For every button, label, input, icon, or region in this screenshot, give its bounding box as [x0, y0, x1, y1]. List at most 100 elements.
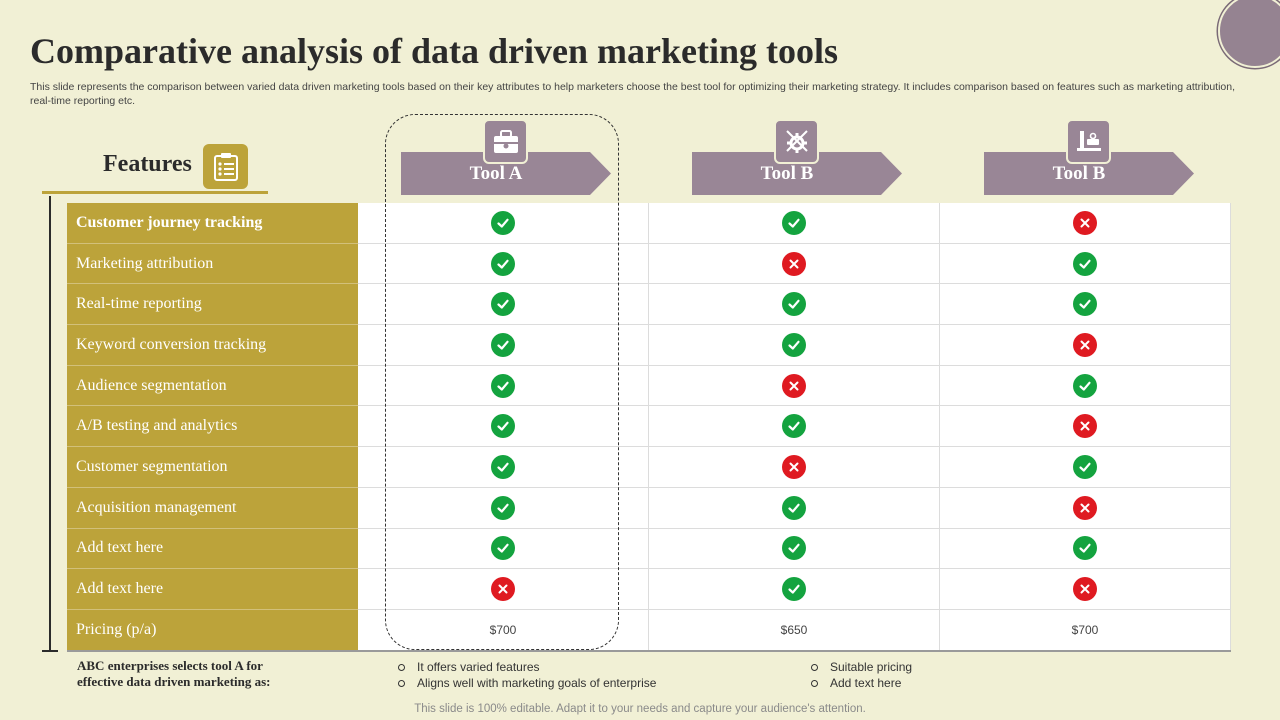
check-icon	[491, 454, 515, 479]
tool-cell	[649, 325, 940, 366]
cross-icon	[1073, 414, 1097, 439]
tool-cell	[649, 528, 940, 570]
tool-cell	[649, 569, 940, 610]
conclusion-line-1: ABC enterprises selects tool A for	[77, 658, 263, 673]
table-row: A/B testing and analytics	[67, 406, 1231, 448]
feature-label: Keyword conversion tracking	[67, 325, 358, 366]
cross-icon	[782, 454, 806, 479]
price-cell: $650	[649, 609, 940, 651]
cross-icon	[782, 251, 806, 276]
feature-label: Add text here	[67, 528, 358, 570]
tool-cell	[358, 447, 649, 488]
feature-label: Pricing (p/a)	[67, 609, 358, 651]
tool-cell	[940, 243, 1231, 285]
feature-label: Audience segmentation	[67, 365, 358, 407]
conclusion-text: ABC enterprises selects tool A for effec…	[77, 658, 377, 690]
list-item: Suitable pricing	[811, 659, 912, 675]
tool-cell	[649, 284, 940, 326]
cross-icon	[1073, 495, 1097, 520]
tool-cell	[940, 365, 1231, 407]
conclusion-bullets-right: Suitable pricing Add text here	[811, 659, 912, 691]
feature-label: Customer segmentation	[67, 447, 358, 488]
check-icon	[491, 210, 515, 235]
comparison-table: Customer journey tracking Marketing attri…	[67, 203, 1231, 651]
conclusion-bullets-left: It offers varied features Aligns well wi…	[398, 659, 656, 691]
table-row: Marketing attribution	[67, 243, 1231, 285]
check-icon	[491, 495, 515, 520]
feature-label: Acquisition management	[67, 487, 358, 529]
tool-cell	[649, 406, 940, 448]
tool-cell	[358, 569, 649, 610]
tool-cell	[649, 487, 940, 529]
check-icon	[1073, 536, 1097, 561]
tool-cell	[940, 325, 1231, 366]
tool-c-header: Tool B	[984, 152, 1194, 195]
table-row: Customer segmentation	[67, 447, 1231, 488]
check-icon	[1073, 251, 1097, 276]
feature-label: Marketing attribution	[67, 243, 358, 285]
tool-cell	[649, 203, 940, 244]
tool-cell	[940, 528, 1231, 570]
check-icon	[491, 251, 515, 276]
list-item: Add text here	[811, 675, 912, 691]
features-heading: Features	[103, 151, 192, 177]
cross-icon	[1073, 577, 1097, 602]
check-icon	[782, 210, 806, 235]
table-row: Add text here	[67, 569, 1231, 610]
check-icon	[782, 292, 806, 317]
table-row: Real-time reporting	[67, 284, 1231, 326]
tool-cell	[940, 487, 1231, 529]
footer-note: This slide is 100% editable. Adapt it to…	[414, 703, 866, 715]
page-subtitle: This slide represents the comparison bet…	[30, 81, 1236, 107]
check-icon	[491, 332, 515, 357]
left-bracket-line	[49, 196, 51, 651]
tool-cell	[940, 569, 1231, 610]
tool-cell	[358, 487, 649, 529]
tool-cell	[358, 528, 649, 570]
briefcase-icon	[483, 119, 528, 164]
check-icon	[1073, 373, 1097, 398]
tool-cell	[358, 284, 649, 326]
tool-cell	[358, 325, 649, 366]
feature-label: Real-time reporting	[67, 284, 358, 326]
table-row: Acquisition management	[67, 487, 1231, 529]
check-icon	[782, 577, 806, 602]
feature-label: Customer journey tracking	[67, 203, 358, 244]
check-icon	[491, 414, 515, 439]
pricing-row: Pricing (p/a) $700 $650 $700	[67, 609, 1231, 651]
cross-icon	[782, 373, 806, 398]
check-icon	[491, 536, 515, 561]
features-underline	[42, 191, 268, 194]
tool-cell	[940, 203, 1231, 244]
list-item: Aligns well with marketing goals of ente…	[398, 675, 656, 691]
feature-label: A/B testing and analytics	[67, 406, 358, 448]
table-row: Customer journey tracking	[67, 203, 1231, 244]
workbench-tools-icon	[1066, 119, 1111, 164]
decorative-corner-circle	[1218, 0, 1280, 68]
check-icon	[491, 292, 515, 317]
price-cell: $700	[940, 609, 1231, 651]
cross-icon	[491, 577, 515, 602]
check-icon	[1073, 292, 1097, 317]
tool-cell	[358, 365, 649, 407]
check-icon	[1073, 454, 1097, 479]
tool-cell	[940, 284, 1231, 326]
table-row: Keyword conversion tracking	[67, 325, 1231, 366]
price-cell: $700	[358, 609, 649, 651]
conclusion-line-2: effective data driven marketing as:	[77, 674, 271, 689]
table-bottom-line	[67, 650, 1231, 652]
tool-cell	[940, 447, 1231, 488]
check-icon	[782, 495, 806, 520]
check-icon	[782, 536, 806, 561]
table-row: Add text here	[67, 528, 1231, 570]
cross-icon	[1073, 210, 1097, 235]
page-title: Comparative analysis of data driven mark…	[30, 31, 838, 71]
feature-label: Add text here	[67, 569, 358, 610]
tool-cell	[358, 406, 649, 448]
tool-cell	[940, 406, 1231, 448]
clipboard-checklist-icon	[203, 144, 248, 189]
left-bracket-tick	[42, 650, 58, 652]
check-icon	[491, 373, 515, 398]
tool-cell	[358, 243, 649, 285]
cross-icon	[1073, 332, 1097, 357]
